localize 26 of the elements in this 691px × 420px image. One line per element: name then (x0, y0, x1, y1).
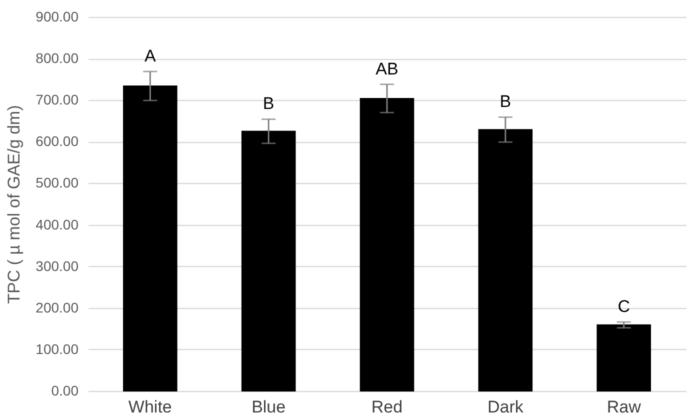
y-tick-label: 0.00 (51, 382, 79, 398)
y-tick-label: 200.00 (36, 299, 79, 316)
annotation: B (500, 92, 512, 112)
bar (478, 129, 533, 392)
x-tick-label: White (128, 398, 172, 416)
y-tick-label: 100.00 (36, 340, 79, 357)
y-tick-label: 600.00 (36, 133, 79, 150)
y-tick-label: 500.00 (36, 174, 79, 191)
x-tick-label: Dark (487, 398, 524, 416)
y-tick-label: 400.00 (36, 216, 79, 232)
x-tick-label: Red (371, 398, 403, 416)
bar (123, 85, 178, 392)
bar (596, 324, 651, 392)
x-tick-label: Raw (606, 398, 642, 416)
annotation: A (144, 46, 156, 66)
y-tick-label: 800.00 (36, 50, 79, 66)
y-tick-label: 900.00 (36, 8, 79, 24)
y-axis-title: TPC ( µ mol of GAE/g dm) (4, 105, 24, 304)
y-tick-label: 300.00 (36, 258, 79, 274)
annotation: C (618, 297, 630, 316)
bar (241, 130, 296, 392)
annotation: AB (376, 59, 398, 78)
bar (360, 98, 414, 392)
x-tick-label: Blue (252, 398, 286, 416)
annotation: B (262, 94, 274, 114)
y-tick-label: 700.00 (36, 92, 79, 108)
